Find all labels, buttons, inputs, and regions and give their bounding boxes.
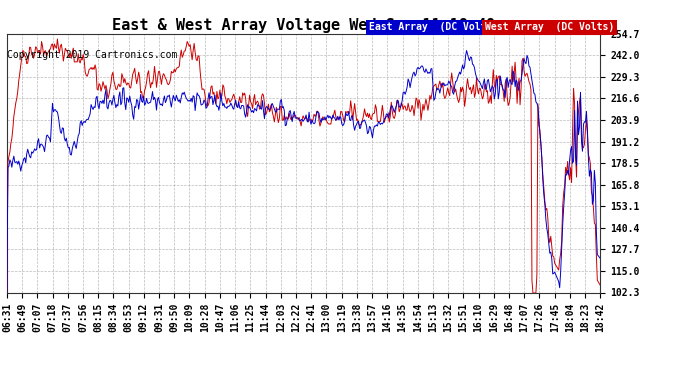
Text: West Array  (DC Volts): West Array (DC Volts) — [484, 22, 614, 33]
Text: East Array  (DC Volts): East Array (DC Volts) — [369, 22, 498, 33]
Text: Copyright 2019 Cartronics.com: Copyright 2019 Cartronics.com — [7, 50, 177, 60]
Title: East & West Array Voltage Wed Sep 11 18:49: East & West Array Voltage Wed Sep 11 18:… — [112, 18, 495, 33]
